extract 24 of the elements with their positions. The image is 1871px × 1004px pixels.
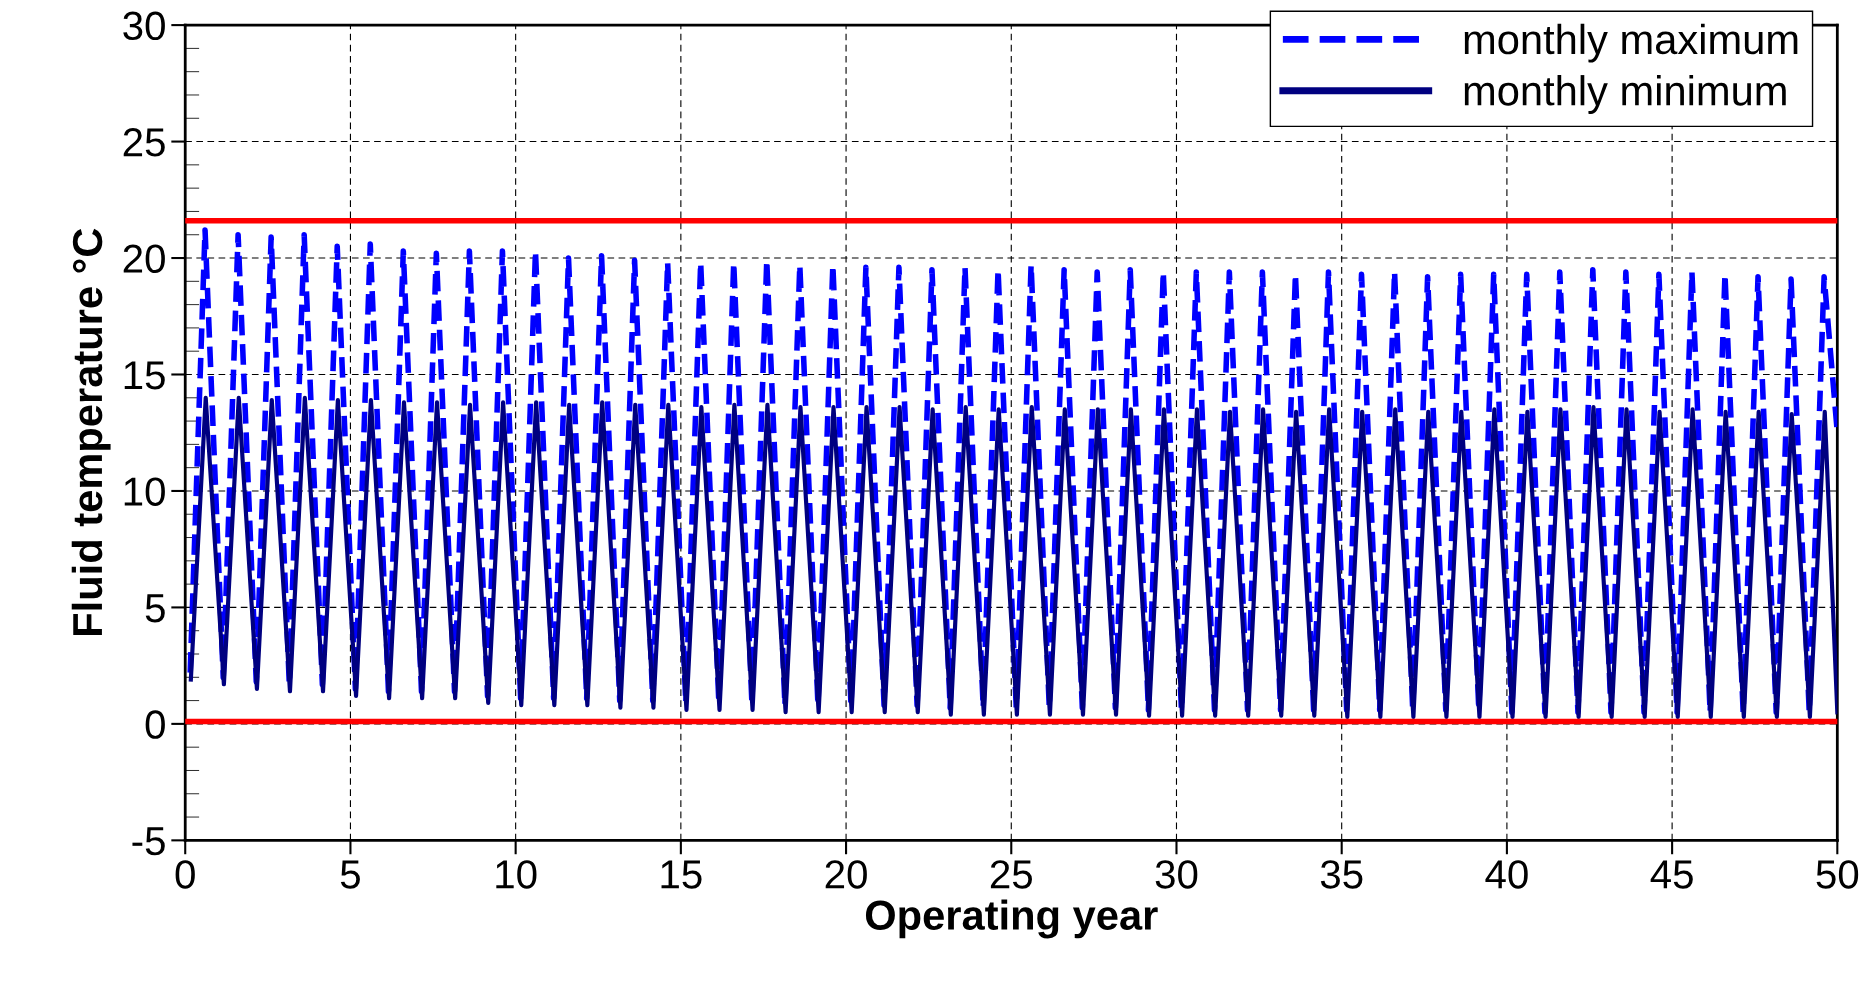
y-tick-label: -5 [132,827,165,856]
x-tick-label: 30 [1155,860,1198,889]
x-tick-label: 0 [175,860,195,889]
y-axis-title: Fluid temperature °C [71,228,111,636]
y-tick-label: 0 [145,710,165,739]
y-tick-label: 10 [124,477,165,506]
x-tick-label: 50 [1816,860,1859,889]
x-tick-label: 10 [496,860,537,889]
legend-label: monthly minimum [1464,75,1786,114]
x-tick-label: 35 [1320,860,1363,889]
y-tick-label: 15 [124,361,165,390]
x-tick-label: 45 [1650,860,1693,889]
y-tick-label: 5 [145,594,165,623]
x-axis-title: Operating year [865,899,1158,939]
legend-label: monthly maximum [1464,23,1798,63]
y-tick-label: 20 [123,244,165,274]
x-tick-label: 40 [1485,860,1528,889]
x-tick-label: 5 [340,860,360,889]
x-tick-label: 25 [990,860,1032,889]
line-series [188,395,1838,719]
x-tick-label: 20 [825,860,867,889]
y-tick-label: 25 [123,128,165,157]
y-tick-label: 30 [123,11,165,41]
x-tick-label: 15 [661,860,702,889]
